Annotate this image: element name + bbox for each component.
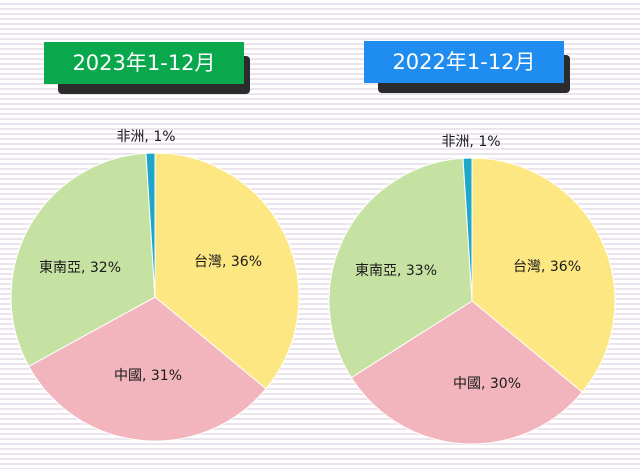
pie-slice-taiwan xyxy=(471,157,616,393)
data-label-southeast-asia: 東南亞, 33% xyxy=(355,263,437,279)
pie-2023: 台灣, 36% 中國, 31% 東南亞, 32% 非洲, 1% xyxy=(10,129,300,442)
pie-slice-southeast-asia xyxy=(328,157,473,379)
pie-slice-africa xyxy=(462,157,473,302)
data-label-taiwan: 台灣, 36% xyxy=(513,259,581,275)
data-label-china: 中國, 31% xyxy=(114,368,182,384)
pie-slice-china xyxy=(28,296,267,442)
data-label-china: 中國, 30% xyxy=(453,376,521,392)
pie-slice-africa xyxy=(145,152,156,298)
chart-title-2023: 2023年1-12月 xyxy=(44,42,244,84)
title-badge-2022: 2022年1-12月 xyxy=(364,41,570,93)
pie-slice-china xyxy=(350,300,583,445)
data-label-africa: 非洲, 1% xyxy=(116,129,175,145)
data-label-southeast-asia: 東南亞, 32% xyxy=(39,260,121,276)
data-label-africa: 非洲, 1% xyxy=(441,134,500,150)
data-label-taiwan: 台灣, 36% xyxy=(194,254,262,270)
pie-slice-southeast-asia xyxy=(10,152,156,368)
pie-slice-taiwan xyxy=(154,152,300,390)
title-badge-2023: 2023年1-12月 xyxy=(44,42,250,94)
chart-title-2022: 2022年1-12月 xyxy=(364,41,564,83)
pie-2022: 台灣, 36% 中國, 30% 東南亞, 33% 非洲, 1% xyxy=(328,134,616,445)
